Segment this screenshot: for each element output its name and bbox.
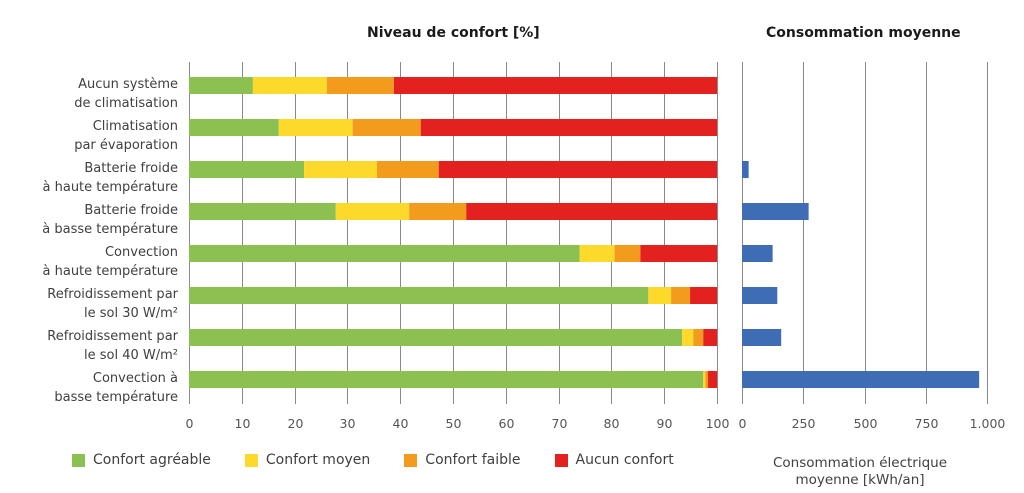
legend-swatch bbox=[244, 453, 258, 467]
category-label-line: basse température bbox=[54, 390, 178, 405]
bar-segment bbox=[252, 77, 327, 94]
bar-segment bbox=[189, 371, 704, 388]
x-tick-label: 40 bbox=[393, 416, 409, 431]
bar-segment bbox=[326, 77, 394, 94]
category-label-line: par évaporation bbox=[74, 138, 178, 153]
consumption-axis-label: Consommation électrique moyenne [kWh/an] bbox=[745, 455, 975, 489]
bar-segment bbox=[189, 287, 649, 304]
consumption-axis-label-line2: moyenne [kWh/an] bbox=[795, 472, 925, 488]
bar-segment bbox=[648, 287, 672, 304]
x-tick-label: 0 bbox=[186, 416, 194, 431]
legend-swatch bbox=[404, 453, 418, 467]
consumption-bar bbox=[742, 371, 980, 388]
legend-item: Confort moyen bbox=[244, 452, 371, 468]
legend: Confort agréable Confort moyen Confort fai… bbox=[72, 452, 708, 468]
bar-segment bbox=[420, 119, 717, 136]
category-label: Convection à haute température bbox=[43, 243, 178, 281]
bar-segment bbox=[703, 329, 717, 346]
bar-segment bbox=[466, 203, 717, 220]
category-label-line: le sol 40 W/m² bbox=[84, 348, 178, 363]
bar-segment bbox=[438, 161, 717, 178]
bar-segment bbox=[671, 287, 691, 304]
bar-segment bbox=[705, 371, 709, 388]
consumption-chart-title: Consommation moyenne bbox=[766, 25, 961, 41]
bar-segment bbox=[579, 245, 615, 262]
bar-segment bbox=[708, 371, 717, 388]
x-tick-label: 90 bbox=[657, 416, 673, 431]
bar-segment bbox=[335, 203, 410, 220]
bar-segment bbox=[690, 287, 717, 304]
bar-segment bbox=[352, 119, 421, 136]
bar-segment bbox=[640, 245, 717, 262]
category-label: Refroidissement par le sol 30 W/m² bbox=[47, 285, 178, 323]
comfort-chart-title: Niveau de confort [%] bbox=[367, 25, 540, 41]
bar-segment bbox=[304, 161, 377, 178]
x-tick-label: 1.000 bbox=[970, 416, 1006, 431]
category-label-line: le sol 30 W/m² bbox=[84, 306, 178, 321]
bar-segment bbox=[376, 161, 439, 178]
legend-item: Aucun confort bbox=[554, 452, 674, 468]
bar-segment bbox=[682, 329, 694, 346]
category-label: Climatisation par évaporation bbox=[74, 117, 178, 155]
legend-label: Confort faible bbox=[425, 452, 521, 468]
bar-segment bbox=[189, 203, 336, 220]
category-label: Batterie froide à basse température bbox=[42, 201, 178, 239]
category-label-line: à basse température bbox=[42, 222, 178, 237]
bar-segment bbox=[393, 77, 717, 94]
bar-segment bbox=[189, 119, 279, 136]
category-label-line: Refroidissement par bbox=[47, 329, 178, 344]
bar-segment bbox=[614, 245, 641, 262]
x-tick-label: 250 bbox=[792, 416, 816, 431]
legend-label: Confort agréable bbox=[93, 452, 211, 468]
category-label-line: Climatisation bbox=[92, 119, 178, 134]
x-tick-label: 0 bbox=[739, 416, 747, 431]
category-label: Aucun système de climatisation bbox=[74, 75, 178, 113]
x-tick-label: 80 bbox=[604, 416, 620, 431]
category-label-line: à haute température bbox=[42, 264, 178, 279]
category-label-line: à haute température bbox=[42, 180, 178, 195]
legend-item: Confort faible bbox=[404, 452, 521, 468]
bar-segment bbox=[278, 119, 353, 136]
consumption-bar bbox=[742, 245, 773, 262]
x-tick-label: 10 bbox=[235, 416, 251, 431]
legend-label: Confort moyen bbox=[265, 452, 371, 468]
category-label: Refroidissement par le sol 40 W/m² bbox=[47, 327, 178, 365]
x-tick-label: 60 bbox=[499, 416, 515, 431]
bar-segment bbox=[189, 329, 683, 346]
category-label-line: Batterie froide bbox=[84, 203, 178, 218]
legend-swatch bbox=[72, 453, 85, 467]
category-label-line: Aucun système bbox=[78, 77, 178, 92]
category-label-line: Batterie froide bbox=[84, 161, 178, 176]
consumption-bar bbox=[742, 161, 749, 178]
category-label-line: Convection bbox=[104, 245, 178, 260]
x-tick-label: 500 bbox=[854, 416, 878, 431]
bar-segment bbox=[189, 245, 580, 262]
consumption-bar bbox=[742, 329, 782, 346]
legend-label: Aucun confort bbox=[575, 452, 674, 468]
consumption-axis-label-line1: Consommation électrique bbox=[772, 455, 948, 471]
legend-item: Confort agréable bbox=[72, 452, 211, 468]
category-label-line: Refroidissement par bbox=[47, 287, 178, 302]
bar-segment bbox=[409, 203, 467, 220]
x-tick-label: 30 bbox=[340, 416, 356, 431]
category-label: Batterie froide à haute température bbox=[43, 159, 178, 197]
x-tick-label: 750 bbox=[915, 416, 939, 431]
category-label-line: Convection à bbox=[92, 371, 178, 386]
category-label-line: de climatisation bbox=[74, 96, 178, 111]
consumption-bar bbox=[742, 287, 778, 304]
category-label: Convection à basse température bbox=[54, 369, 178, 407]
x-tick-label: 70 bbox=[552, 416, 568, 431]
x-tick-label: 50 bbox=[446, 416, 462, 431]
legend-swatch bbox=[554, 453, 568, 467]
bar-segment bbox=[703, 371, 706, 388]
x-tick-label: 100 bbox=[706, 416, 730, 431]
bar-segment bbox=[189, 161, 305, 178]
bar-segment bbox=[693, 329, 704, 346]
consumption-bar bbox=[742, 203, 809, 220]
x-tick-label: 20 bbox=[288, 416, 304, 431]
bar-segment bbox=[189, 77, 253, 94]
